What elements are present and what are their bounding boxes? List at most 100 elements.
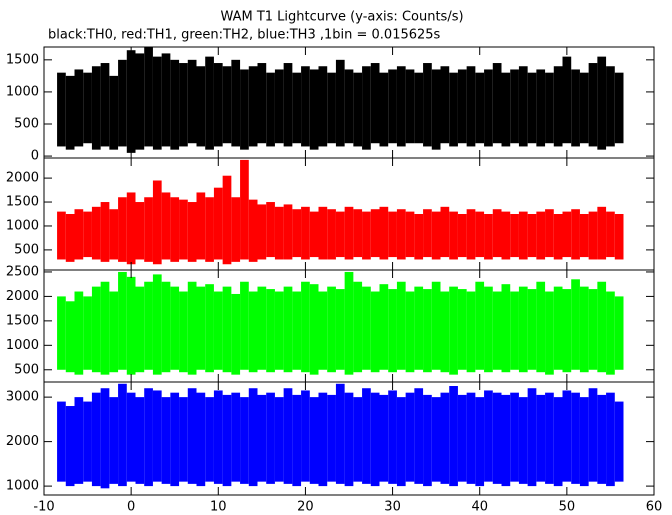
range-bar: [553, 66, 563, 147]
range-bar: [222, 66, 232, 144]
range-bar: [475, 397, 485, 487]
range-bar: [370, 63, 380, 144]
range-bar: [187, 281, 197, 375]
range-bar: [545, 209, 554, 258]
range-bar: [335, 383, 345, 484]
range-bar: [266, 72, 275, 147]
range-bar: [510, 291, 519, 370]
range-bar: [135, 53, 145, 150]
range-bar: [597, 281, 607, 373]
range-bar: [292, 209, 302, 258]
range-bar: [536, 281, 546, 373]
y-tick-label: 2000: [6, 434, 39, 449]
range-bar: [187, 388, 197, 484]
range-bar: [231, 59, 241, 147]
range-bar: [545, 392, 554, 484]
range-bar: [396, 66, 406, 147]
range-bar: [100, 281, 110, 375]
range-bar: [475, 281, 485, 370]
range-bar: [501, 72, 511, 147]
range-bar: [379, 284, 389, 370]
range-bar: [414, 214, 424, 260]
y-tick-label: 1500: [6, 195, 39, 210]
range-bar: [475, 72, 485, 144]
range-bar: [74, 209, 84, 260]
range-bar: [562, 211, 572, 258]
range-bar: [405, 69, 415, 144]
range-bar: [83, 401, 92, 482]
range-bar: [309, 397, 319, 484]
range-bar: [196, 192, 206, 260]
range-bar: [449, 211, 458, 260]
range-bar: [309, 69, 319, 150]
range-bar: [74, 397, 84, 484]
range-bar: [248, 199, 258, 262]
range-bar: [327, 286, 336, 373]
range-bar: [370, 392, 380, 487]
range-bar: [449, 72, 458, 147]
range-bar: [405, 291, 415, 373]
range-bar: [301, 206, 310, 260]
range-bar: [510, 392, 519, 482]
range-bar: [231, 197, 241, 262]
range-bar: [492, 392, 502, 484]
x-tick-label: -10: [33, 500, 54, 515]
range-bar: [562, 390, 572, 482]
range-bar: [353, 281, 363, 373]
range-bar: [57, 296, 66, 370]
range-bar: [396, 209, 406, 260]
range-bar: [318, 392, 328, 487]
range-bar: [571, 279, 580, 370]
range-bar: [588, 388, 598, 482]
range-bar: [309, 284, 319, 375]
range-bar: [457, 394, 467, 482]
range-bar: [335, 211, 345, 258]
range-bar: [327, 209, 336, 260]
range-bar: [579, 214, 589, 258]
range-bar: [571, 392, 580, 484]
range-bar: [362, 66, 371, 150]
range-bar: [492, 209, 502, 258]
range-bar: [274, 397, 284, 482]
range-bar: [283, 204, 293, 260]
range-bar: [301, 390, 310, 482]
range-bar: [283, 63, 293, 147]
range-bar: [510, 214, 519, 258]
range-bar: [327, 72, 336, 144]
y-tick-label: 500: [14, 362, 39, 377]
range-bar: [614, 214, 624, 260]
range-bar: [161, 397, 171, 484]
range-bar: [83, 72, 92, 144]
x-tick-label: 20: [297, 500, 314, 515]
range-bar: [292, 72, 302, 144]
range-bar: [292, 291, 302, 370]
range-bar: [527, 214, 537, 258]
range-bar: [240, 281, 249, 370]
range-bar: [527, 72, 537, 144]
x-tick-label: 40: [471, 500, 488, 515]
range-bar: [457, 214, 467, 258]
range-bar: [196, 286, 206, 370]
range-bar: [91, 206, 101, 260]
range-bar: [457, 289, 467, 370]
range-bar: [597, 206, 607, 260]
range-bar: [606, 211, 615, 258]
range-bar: [344, 69, 354, 144]
range-bar: [144, 47, 153, 147]
range-bar: [388, 69, 397, 144]
range-bar: [562, 289, 572, 373]
range-bar: [118, 383, 127, 487]
range-bar: [423, 289, 432, 373]
range-bar: [309, 211, 319, 258]
range-bar: [440, 291, 450, 373]
range-bar: [536, 211, 546, 260]
range-bar: [179, 397, 188, 482]
range-bar: [213, 63, 223, 147]
range-bar: [318, 206, 328, 260]
y-tick-label: 2000: [6, 289, 39, 304]
range-bar: [588, 211, 598, 260]
range-bar: [562, 56, 572, 144]
range-bar: [170, 197, 180, 262]
range-bar: [205, 284, 214, 373]
